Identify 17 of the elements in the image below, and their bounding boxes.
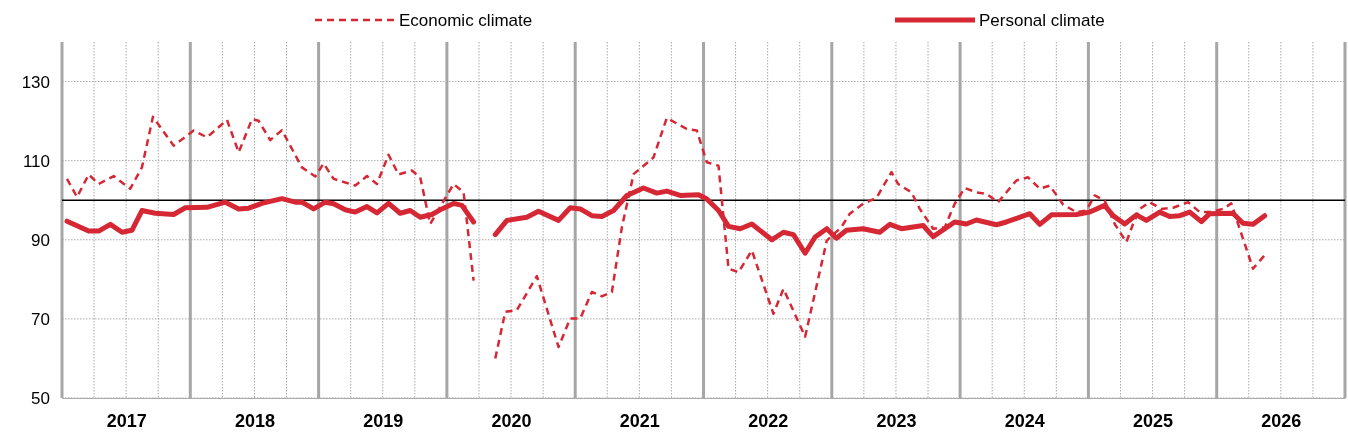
legend-label: Economic climate (399, 11, 533, 30)
x-tick-label: 2025 (1133, 410, 1174, 431)
x-tick-label: 2023 (876, 410, 917, 431)
x-tick-label: 2020 (491, 410, 532, 431)
x-tick-label: 2022 (748, 410, 789, 431)
y-tick-label: 90 (31, 230, 50, 250)
x-tick-label: 2026 (1261, 410, 1302, 431)
legend-label: Personal climate (979, 11, 1105, 30)
x-tick-label: 2018 (234, 410, 275, 431)
y-tick-label: 110 (22, 151, 50, 171)
y-tick-label: 130 (21, 72, 50, 92)
y-tick-label: 70 (31, 309, 50, 329)
x-tick-label: 2021 (619, 410, 660, 431)
x-tick-label: 2019 (363, 410, 404, 431)
x-tick-label: 2017 (106, 410, 147, 431)
y-tick-label: 50 (31, 388, 50, 408)
x-tick-label: 2024 (1004, 410, 1045, 431)
